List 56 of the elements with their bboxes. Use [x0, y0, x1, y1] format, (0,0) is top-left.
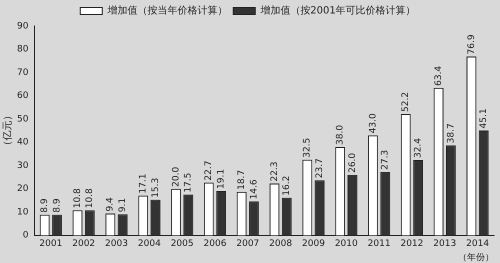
data-label: 9.4 [106, 196, 116, 212]
data-label: 19.1 [216, 168, 226, 189]
x-tick-label: 2004 [138, 239, 162, 250]
data-label: 23.7 [314, 158, 325, 178]
x-tick-label: 2013 [433, 239, 456, 250]
data-label: 22.3 [270, 161, 280, 182]
x-tick-label: 2005 [170, 239, 194, 250]
legend-label: 增加值（按2001年可比价格计算） [259, 4, 416, 17]
y-tick-label: 40 [17, 138, 29, 148]
x-tick-label: 2002 [72, 239, 96, 250]
data-label: 8.9 [40, 198, 50, 213]
x-tick-label: 2010 [334, 239, 358, 250]
data-label: 52.2 [401, 92, 412, 112]
x-tick-label: 2009 [302, 239, 326, 250]
data-label: 14.6 [249, 179, 260, 200]
data-label: 9.1 [118, 198, 128, 212]
legend-label: 增加值（按当年价格计算） [106, 4, 228, 17]
x-tick-label: 2008 [269, 239, 292, 250]
x-axis-title: （年份） [458, 252, 494, 263]
y-tick-label: 60 [17, 91, 29, 102]
y-tick-label: 10 [17, 207, 29, 218]
data-label: 17.1 [138, 174, 149, 194]
data-label: 17.5 [184, 172, 194, 193]
x-tick-label: 2003 [105, 239, 128, 250]
x-tick-label: 2011 [368, 239, 391, 250]
data-label: 8.9 [52, 198, 62, 213]
data-label: 18.7 [237, 170, 248, 190]
x-tick-label: 2001 [39, 239, 62, 250]
data-label: 26.0 [348, 152, 358, 173]
data-label: 43.0 [368, 113, 378, 134]
data-label: 45.1 [479, 108, 490, 128]
data-label: 15.3 [150, 178, 161, 198]
y-tick-label: 50 [17, 114, 29, 124]
data-label: 10.8 [72, 188, 83, 208]
data-label: 76.9 [466, 34, 477, 54]
y-tick-label: 80 [17, 44, 29, 55]
y-tick-label: 20 [17, 184, 29, 194]
x-tick-label: 2006 [204, 239, 227, 250]
y-axis-title: （亿元） [2, 110, 14, 151]
data-label: 22.7 [204, 160, 214, 181]
y-tick-label: 90 [17, 21, 29, 32]
y-tick-label: 70 [17, 68, 29, 78]
data-label: 32.5 [302, 138, 313, 158]
data-label: 38.0 [335, 124, 346, 145]
y-tick-label: 0 [22, 230, 29, 241]
data-label: 20.0 [171, 166, 182, 187]
y-tick-label: 30 [17, 160, 29, 171]
data-label: 10.8 [85, 188, 96, 208]
x-tick-label: 2007 [236, 239, 260, 250]
data-label: 16.2 [282, 176, 292, 196]
x-tick-label: 2014 [466, 239, 490, 250]
data-label: 63.4 [434, 66, 444, 86]
data-label: 32.4 [413, 138, 424, 158]
x-tick-label: 2012 [400, 239, 424, 250]
data-label: 38.7 [446, 123, 456, 144]
data-label: 27.3 [380, 150, 391, 170]
